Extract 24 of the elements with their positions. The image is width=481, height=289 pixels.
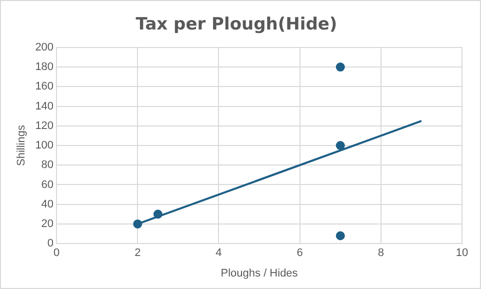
point xyxy=(336,62,345,72)
point xyxy=(336,141,345,150)
y-axis-title: Shillings xyxy=(16,124,28,166)
y-tick-label: 160 xyxy=(35,80,54,93)
y-tick-label: 120 xyxy=(35,120,54,132)
x-tick-label: 4 xyxy=(216,247,222,260)
x-tick-label: 10 xyxy=(456,247,468,260)
point xyxy=(336,231,345,240)
point xyxy=(133,219,142,228)
x-axis-title: Ploughs / Hides xyxy=(220,267,298,280)
x-tick-label: 8 xyxy=(378,247,384,260)
y-tick-label: 40 xyxy=(41,198,54,210)
y-tick-label: 60 xyxy=(41,178,54,191)
y-tick-label: 100 xyxy=(35,140,54,152)
y-tick-label: 20 xyxy=(41,218,54,230)
point xyxy=(153,210,162,219)
y-tick-label: 140 xyxy=(35,100,54,112)
y-tick-label: 180 xyxy=(35,61,54,74)
y-tick-label: 0 xyxy=(47,238,54,250)
chart-title: Tax per Plough(Hide) xyxy=(136,14,338,35)
x-tick-label: 2 xyxy=(134,247,141,260)
y-tick-label: 200 xyxy=(35,41,54,54)
x-tick-label: 6 xyxy=(296,247,303,260)
y-tick-label: 80 xyxy=(41,159,54,172)
